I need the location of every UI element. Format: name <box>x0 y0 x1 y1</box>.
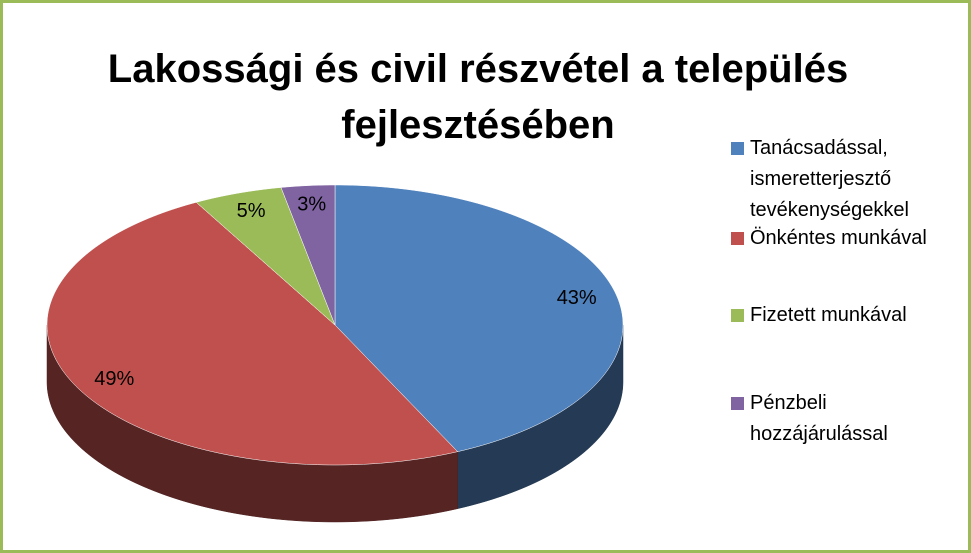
data-label: 3% <box>297 193 326 215</box>
legend-swatch <box>731 397 744 410</box>
data-label: 43% <box>557 287 597 309</box>
legend-swatch <box>731 309 744 322</box>
legend-label: Fizetett munkával <box>750 304 907 326</box>
data-label: 49% <box>94 368 134 390</box>
legend-swatch <box>731 232 744 245</box>
legend-swatch <box>731 142 744 155</box>
legend-label: Önkéntes munkával <box>750 227 927 249</box>
slice <box>46 202 459 466</box>
slice <box>195 187 336 326</box>
pie-chart: 43% 49% 5% 3% <box>46 184 624 523</box>
slice <box>280 184 336 326</box>
chart-title: Lakossági és civil részvétel a település… <box>107 47 849 147</box>
legend-label: Pénzbeli hozzájárulással <box>750 392 888 445</box>
slice <box>334 184 624 452</box>
legend-label: Tanácsadással, ismeretterjesztő tevékeny… <box>750 137 909 221</box>
data-label: 5% <box>237 200 266 222</box>
